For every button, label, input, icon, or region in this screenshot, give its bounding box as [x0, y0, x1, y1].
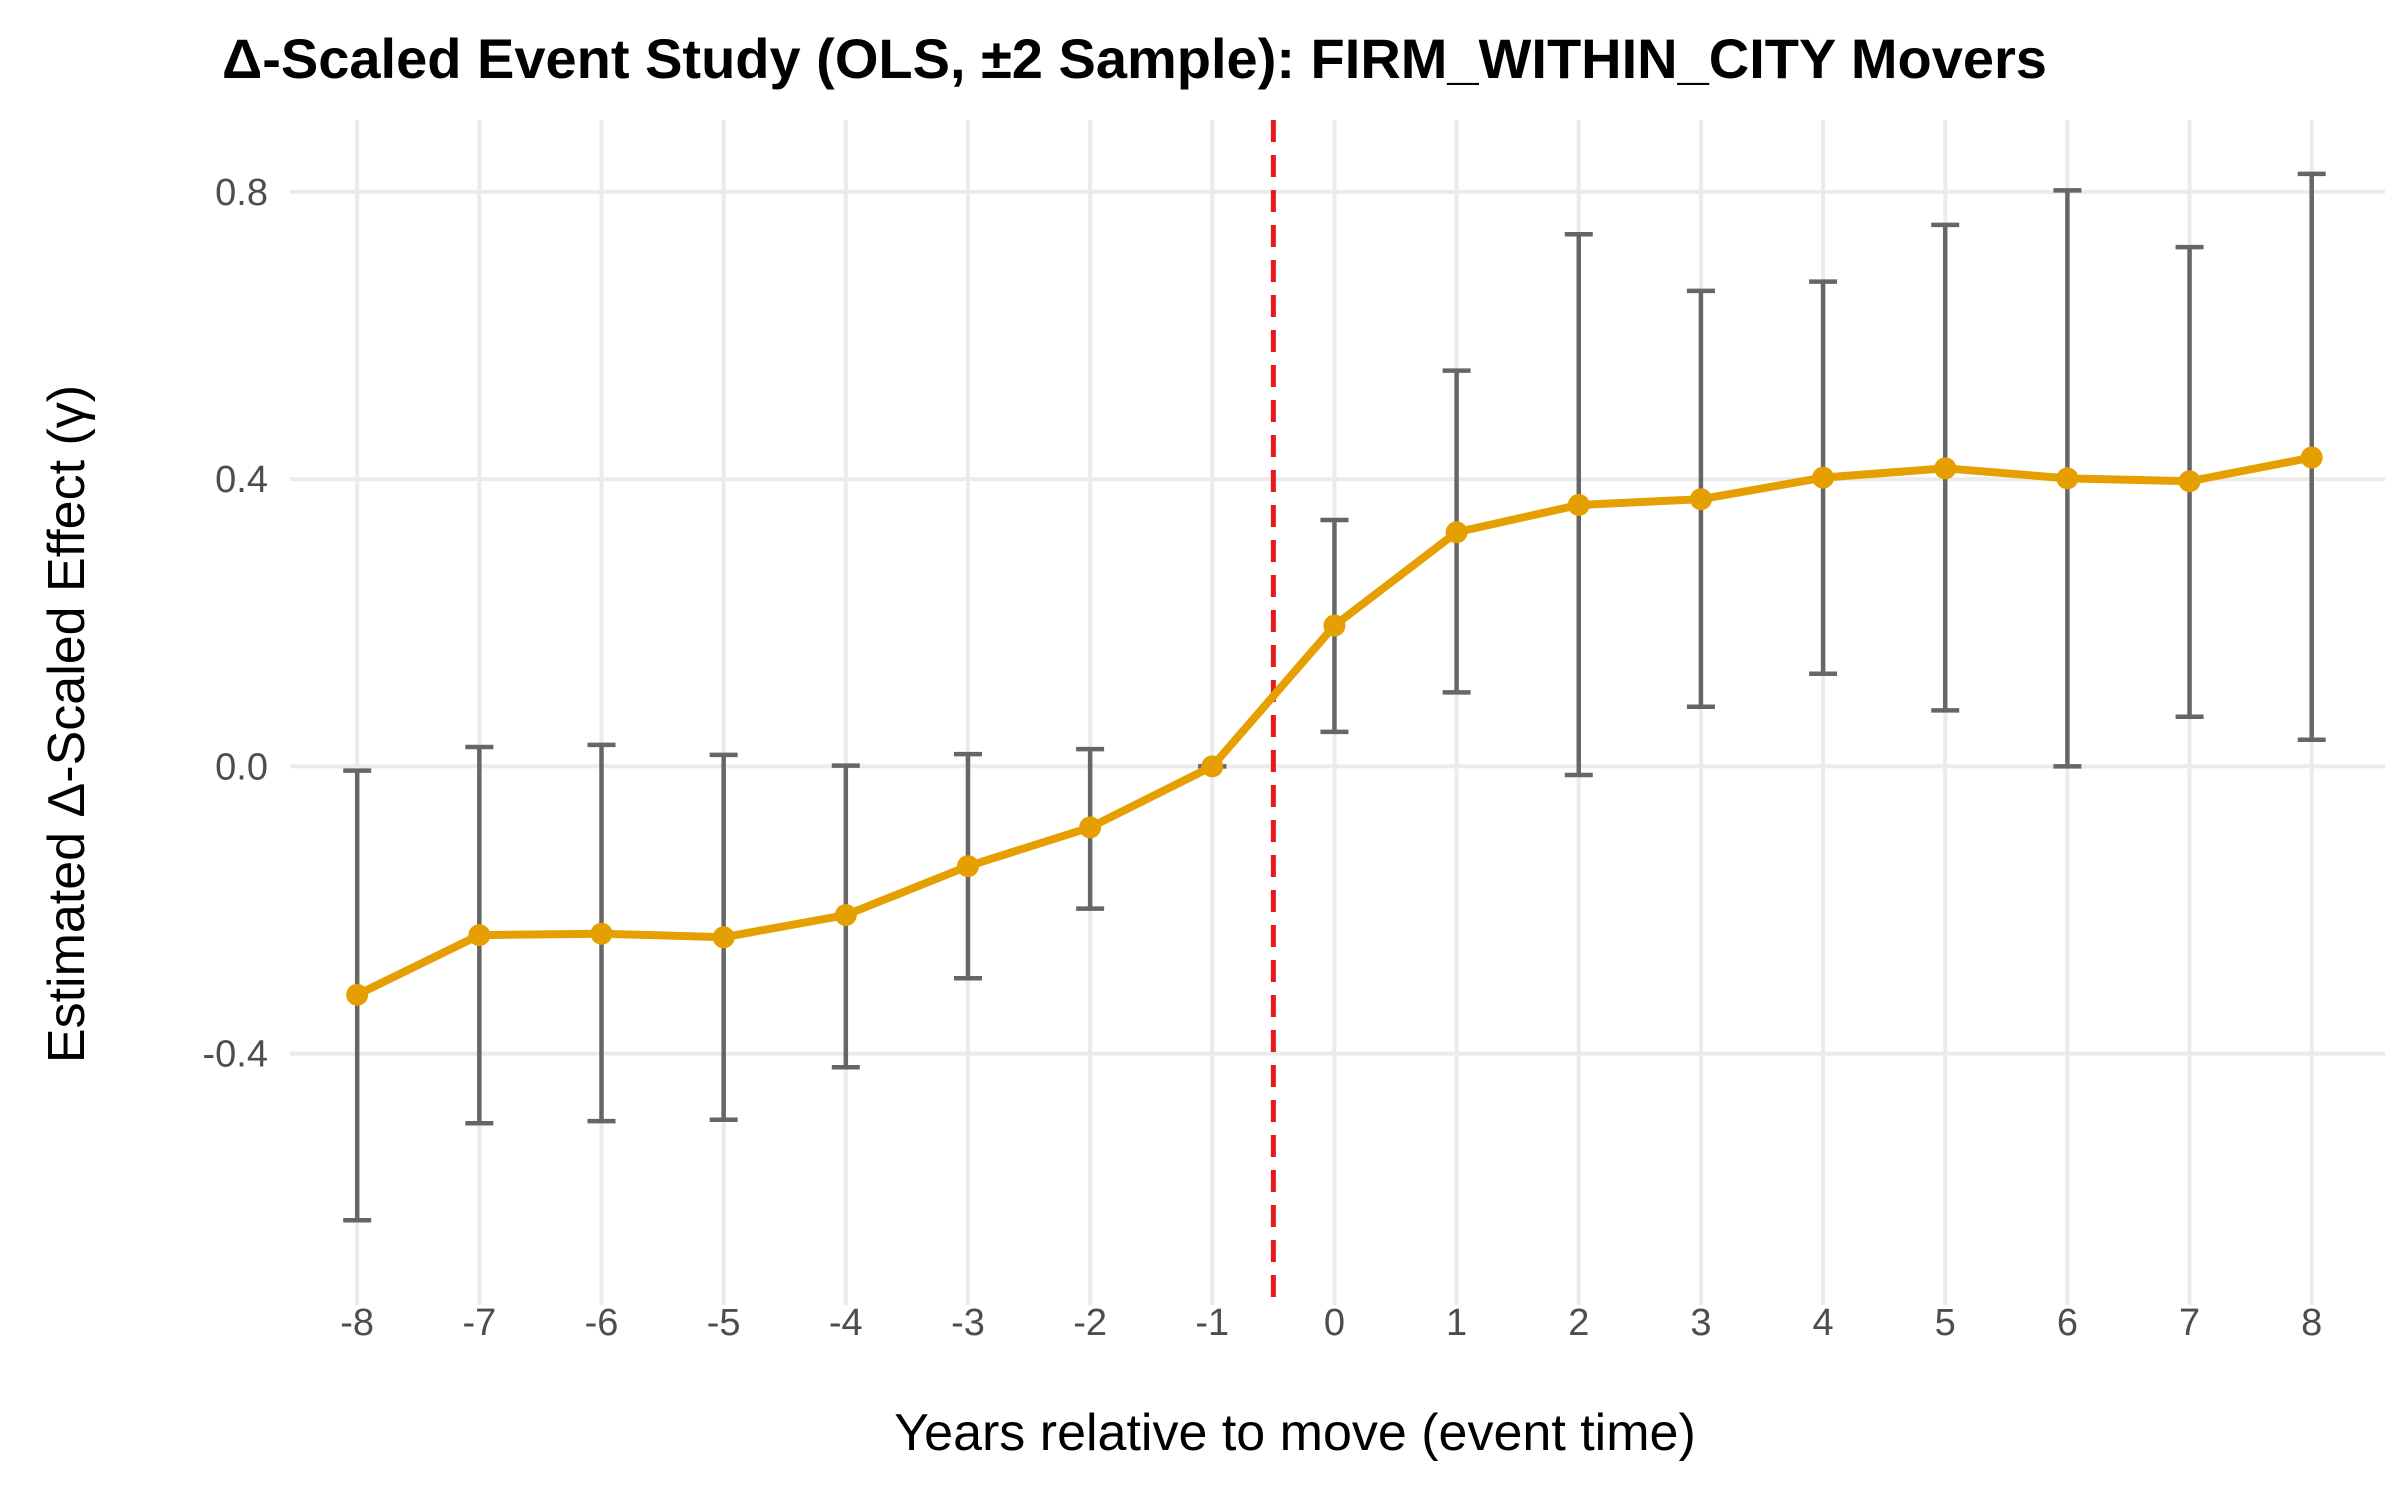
- data-point: [2056, 467, 2079, 490]
- y-tick-label: 0.8: [215, 172, 268, 214]
- data-points: [346, 446, 2323, 1006]
- y-tick-label: 0.4: [215, 459, 268, 501]
- data-point: [346, 983, 369, 1006]
- data-point: [1323, 614, 1346, 637]
- y-tick-label: 0.0: [215, 746, 268, 788]
- x-tick-label: 7: [2179, 1302, 2200, 1344]
- x-tick-label: -1: [1195, 1302, 1229, 1344]
- data-point: [1445, 521, 1468, 544]
- data-point: [2300, 446, 2323, 469]
- x-tick-label: -7: [462, 1302, 496, 1344]
- x-tick-labels: -8 -7 -6 -5 -4 -3 -2 -1 0 1 2 3 4 5 6 7 8: [340, 1302, 2322, 1344]
- x-tick-label: 1: [1446, 1302, 1467, 1344]
- data-point: [590, 922, 613, 945]
- y-tick-labels: -0.4 0.0 0.4 0.8: [203, 172, 268, 1076]
- x-tick-label: -8: [340, 1302, 374, 1344]
- data-point: [2178, 470, 2201, 493]
- x-tick-label: 2: [1568, 1302, 1589, 1344]
- data-point: [1934, 457, 1957, 480]
- x-tick-label: -4: [829, 1302, 863, 1344]
- data-point: [834, 904, 857, 927]
- y-tick-label: -0.4: [203, 1034, 268, 1076]
- x-tick-label: -3: [951, 1302, 985, 1344]
- x-tick-label: -5: [707, 1302, 741, 1344]
- x-tick-label: 3: [1690, 1302, 1711, 1344]
- x-tick-label: 6: [2057, 1302, 2078, 1344]
- x-tick-label: 5: [1935, 1302, 1956, 1344]
- data-point: [468, 924, 491, 947]
- data-point: [1079, 816, 1102, 839]
- grid-lines: [290, 120, 2385, 1305]
- data-point: [1201, 755, 1224, 778]
- x-tick-label: -6: [585, 1302, 619, 1344]
- x-tick-label: 4: [1813, 1302, 1834, 1344]
- y-axis-title: Estimated Δ-Scaled Effect (γ): [38, 385, 96, 1063]
- x-axis-title: Years relative to move (event time): [894, 1404, 1696, 1462]
- data-point: [956, 855, 979, 878]
- data-point: [1689, 488, 1712, 511]
- x-tick-label: 0: [1324, 1302, 1345, 1344]
- data-point: [1567, 493, 1590, 516]
- x-tick-label: 8: [2301, 1302, 2322, 1344]
- data-point: [1812, 466, 1835, 489]
- x-tick-label: -2: [1073, 1302, 1107, 1344]
- chart-title: Δ-Scaled Event Study (OLS, ±2 Sample): F…: [222, 27, 2047, 90]
- data-point: [712, 926, 735, 949]
